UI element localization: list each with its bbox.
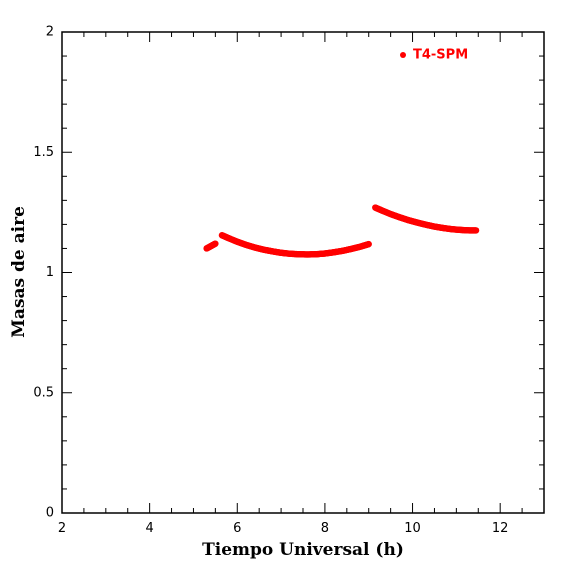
data-point: [212, 240, 219, 247]
y-tick-label: 0.5: [33, 385, 54, 400]
y-tick-label: 1: [46, 265, 54, 280]
tick-labels: 2 4 6 8 10 12 0 0.5 1 1.5 2: [33, 25, 508, 537]
y-tick-label: 1.5: [33, 145, 54, 160]
x-tick-label: 12: [492, 521, 509, 536]
legend-marker: [400, 52, 406, 58]
data-point: [365, 240, 372, 248]
data-marks: [203, 204, 480, 258]
x-tick-label: 10: [404, 521, 421, 536]
y-tick-label: 2: [46, 25, 54, 40]
x-tick-label: 4: [145, 521, 153, 536]
y-tick-label: 0: [46, 506, 54, 521]
axis-ticks: [61, 31, 545, 514]
data-point: [472, 227, 480, 234]
x-axis-label: Tiempo Universal (h): [202, 540, 404, 560]
legend: T4-SPM: [400, 48, 468, 63]
x-tick-label: 2: [58, 521, 66, 536]
legend-label: T4-SPM: [413, 48, 468, 63]
x-tick-label: 6: [233, 521, 241, 536]
y-axis-label: Masas de aire: [9, 206, 29, 338]
x-tick-label: 8: [321, 521, 329, 536]
plot-frame: [61, 31, 545, 514]
